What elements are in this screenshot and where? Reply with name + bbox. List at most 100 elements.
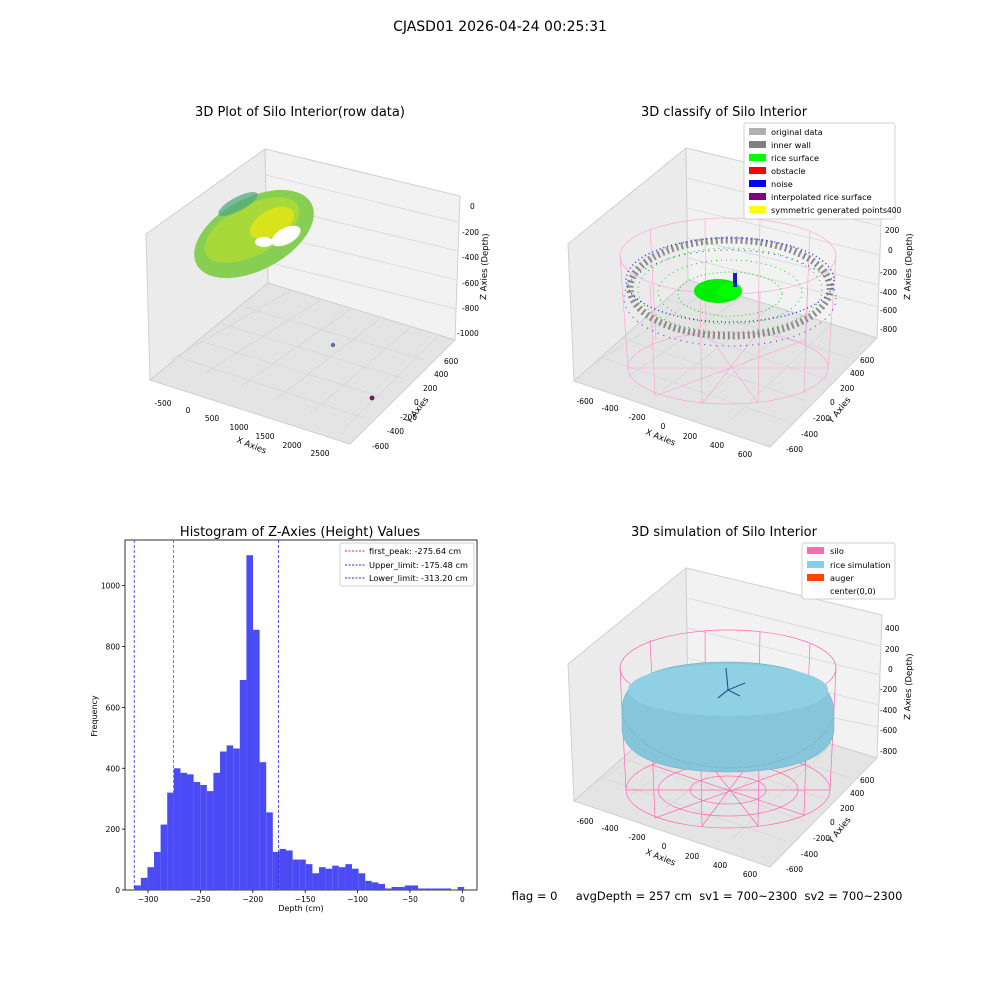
p2-xtick: 0 [661, 422, 666, 431]
p4-ztick: -200 [880, 685, 897, 694]
hist-bar [246, 555, 254, 890]
p4-ztick: 400 [885, 624, 900, 633]
hist-xtick-label: −250 [190, 895, 211, 904]
hist-bar [253, 629, 260, 890]
panel2-title: 3D classify of Silo Interior [641, 105, 808, 120]
hist-bar [305, 864, 313, 890]
p4-xtick: -600 [576, 817, 593, 826]
hist-bar [279, 848, 287, 890]
p2-ytick: 0 [830, 398, 835, 407]
hist-bar [332, 865, 339, 890]
hist-legend-lower-limit: Lower_limit: -313.20 cm [369, 573, 468, 583]
hist-ytick-label: 600 [106, 703, 121, 712]
p4-ztick: 0 [888, 665, 893, 674]
panel4-rice-simulation [621, 661, 835, 773]
p2-ytick: 200 [840, 384, 855, 393]
legend-swatch-auger [807, 574, 824, 581]
hist-bar [444, 888, 452, 890]
legend-label: auger [830, 573, 854, 583]
hist-bar [187, 774, 194, 890]
hist-bar [398, 886, 405, 890]
p1-ztick: -1000 [457, 329, 479, 338]
hist-legend-upper-limit: Upper_limit: -175.48 cm [369, 560, 468, 570]
hist-bar [134, 885, 141, 890]
p1-ytick: 200 [423, 384, 438, 393]
hist-xtick-label: −300 [138, 895, 159, 904]
hist-ylabel: Frequency [90, 695, 99, 737]
legend-swatch-noise [749, 180, 766, 187]
p1-zlabel: Z Axies (Depth) [479, 233, 491, 300]
p1-xtick: -500 [154, 399, 171, 408]
legend-swatch-center [807, 587, 824, 594]
panel-histogram: Histogram of Z-Axies (Height) Values −30… [90, 525, 478, 913]
hist-bar [180, 772, 188, 890]
hist-xtick-label: −200 [243, 895, 264, 904]
hist-bar [404, 885, 412, 890]
hist-vlines [133, 540, 279, 890]
panel2-silo-wireframe [619, 217, 837, 405]
p4-ztick: -400 [880, 706, 897, 715]
hist-legend-first-peak: first_peak: -275.64 cm [369, 546, 461, 556]
hist-bar [312, 873, 320, 890]
hist-bar [140, 877, 148, 890]
p2-xtick: 200 [683, 432, 698, 441]
p1-xtick: 1500 [255, 432, 274, 441]
p1-xtick: 0 [186, 406, 191, 415]
legend-label: rice surface [771, 153, 819, 163]
hist-bar [292, 859, 300, 890]
p4-ytick: 400 [850, 789, 865, 798]
p4-ytick: -200 [813, 834, 830, 843]
p4-zlabel: Z Axies (Depth) [903, 653, 915, 720]
p4-ytick: -400 [801, 850, 818, 859]
p1-ztick: -400 [462, 253, 479, 262]
legend-label: center(0,0) [830, 586, 876, 596]
hist-legend: first_peak: -275.64 cm Upper_limit: -175… [339, 542, 475, 587]
legend-label: original data [771, 127, 823, 137]
panel3-title: Histogram of Z-Axies (Height) Values [180, 525, 420, 540]
p1-ytick: -600 [372, 442, 389, 451]
p2-ytick: 400 [850, 369, 865, 378]
hist-bar [154, 851, 161, 890]
hist-bar [286, 850, 293, 890]
legend-label: silo [830, 546, 844, 556]
p2-xtick: 400 [710, 441, 725, 450]
p1-ztick: 0 [470, 202, 475, 211]
legend-swatch-symmetric [749, 206, 766, 213]
p1-ytick: 400 [434, 370, 449, 379]
p4-ytick: 600 [860, 776, 875, 785]
hist-bar [358, 873, 366, 890]
p1-xtick: 2000 [282, 441, 301, 450]
legend-swatch-silo [807, 547, 824, 554]
hist-ytick-label: 0 [115, 886, 120, 895]
hist-bar [371, 882, 379, 890]
hist-bar [239, 680, 247, 890]
p4-ztick: -800 [880, 747, 897, 756]
hist-yticks: 0 200 400 600 800 1000 [101, 582, 125, 895]
legend-label: symmetric generated points [771, 205, 887, 215]
hist-bar [457, 886, 465, 890]
hist-bar [193, 781, 201, 890]
status-text: flag = 0 avgDepth = 257 cm sv1 = 700~230… [512, 889, 903, 903]
panel4-legend: silo rice simulation auger center(0,0) [801, 542, 896, 600]
panel2-ticks: -600 -400 -200 0 200 400 600 -600 -400 -… [576, 206, 901, 459]
p2-xtick: -200 [628, 413, 645, 422]
panel1-title: 3D Plot of Silo Interior(row data) [195, 105, 405, 120]
hist-bar [147, 867, 155, 890]
hist-bar [206, 791, 214, 890]
legend-swatch-obstacle [749, 167, 766, 174]
hist-bar [385, 888, 392, 890]
hist-bar [272, 851, 280, 890]
p4-xtick: 200 [685, 852, 700, 861]
panel4-title: 3D simulation of Silo Interior [631, 525, 818, 540]
p4-ztick: -600 [880, 726, 897, 735]
hist-bar [437, 888, 445, 890]
legend-label: obstacle [771, 166, 806, 176]
hist-bar [411, 885, 419, 890]
hist-bar [200, 785, 207, 890]
p2-ytick: 600 [860, 356, 875, 365]
legend-label: inner wall [771, 140, 811, 150]
panel4-ticks: -600 -400 -200 0 200 400 600 -600 -400 -… [576, 624, 899, 879]
p4-xtick: 400 [713, 861, 728, 870]
hist-bar [167, 792, 174, 890]
